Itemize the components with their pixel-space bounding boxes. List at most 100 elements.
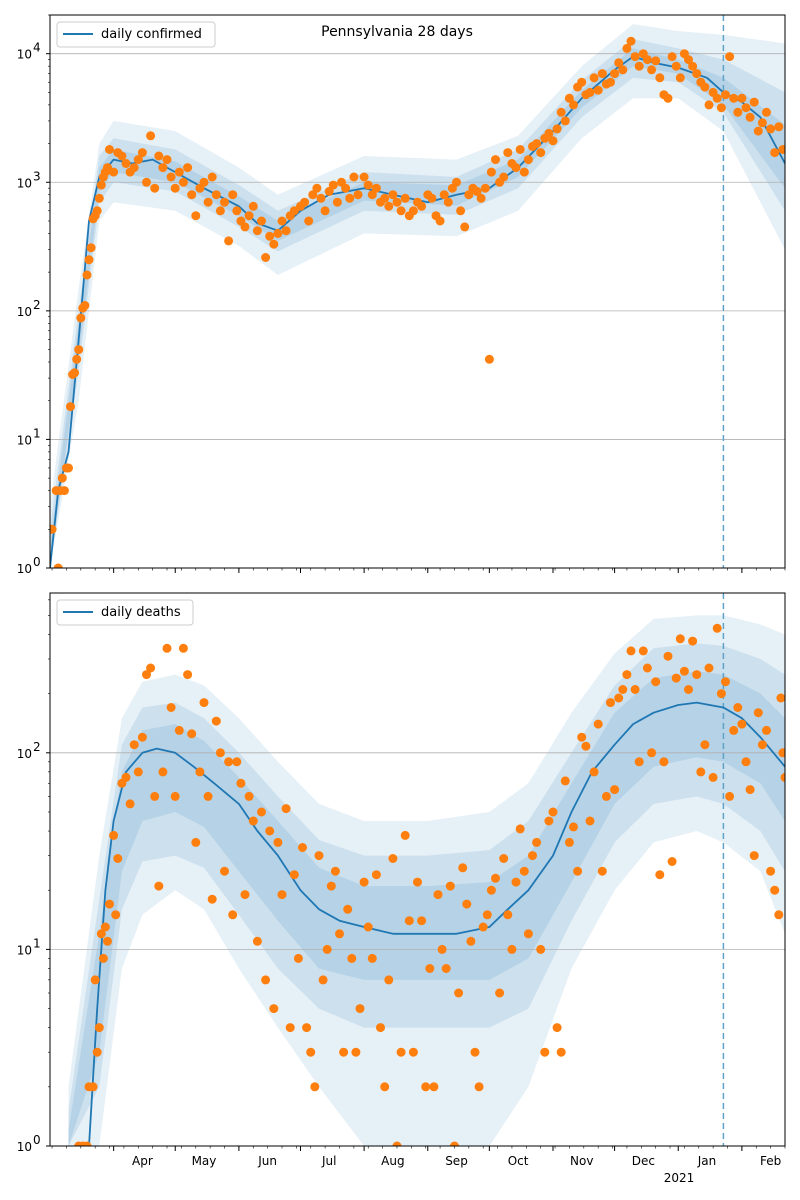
observed-point: [178, 643, 188, 653]
observed-point: [92, 206, 102, 216]
deaths-observed-points: [74, 623, 785, 1146]
x-tick-label: Nov: [570, 1154, 593, 1168]
observed-point: [158, 163, 168, 173]
confirmed-x-ticks: [51, 568, 786, 573]
observed-point: [484, 354, 494, 364]
observed-point: [507, 944, 517, 954]
observed-point: [634, 757, 644, 767]
observed-point: [335, 929, 344, 939]
observed-point: [281, 804, 291, 814]
observed-point: [207, 894, 217, 904]
observed-point: [248, 201, 258, 211]
observed-point: [634, 61, 644, 71]
observed-point: [53, 563, 63, 568]
observed-point: [146, 663, 156, 673]
observed-point: [606, 77, 615, 87]
observed-point: [519, 167, 529, 177]
observed-point: [466, 936, 476, 946]
observed-point: [450, 1141, 459, 1146]
band-outer: [50, 24, 785, 568]
observed-point: [532, 139, 542, 149]
observed-point: [285, 1023, 295, 1033]
observed-point: [351, 1047, 361, 1057]
observed-point: [540, 1047, 550, 1057]
observed-point: [429, 1082, 439, 1092]
y-tick-exponent: 2: [33, 740, 41, 754]
observed-point: [745, 785, 755, 795]
observed-point: [585, 87, 595, 97]
observed-point: [408, 1047, 418, 1057]
observed-point: [70, 368, 80, 378]
observed-point: [203, 791, 213, 801]
observed-point: [757, 740, 767, 750]
observed-point: [158, 767, 168, 777]
observed-point: [316, 193, 326, 203]
observed-point: [737, 719, 747, 729]
observed-point: [170, 183, 180, 193]
confirmed-gridlines: [50, 53, 785, 440]
observed-point: [532, 837, 542, 847]
observed-point: [400, 193, 410, 203]
observed-point: [195, 767, 205, 777]
observed-point: [523, 929, 533, 939]
observed-point: [367, 190, 377, 200]
observed-point: [82, 270, 92, 280]
observed-point: [349, 172, 359, 182]
deaths-uncertainty-bands: [68, 615, 785, 1146]
observed-point: [622, 43, 632, 53]
observed-point: [94, 1023, 104, 1033]
observed-point: [762, 725, 771, 735]
observed-point: [671, 61, 681, 71]
y-tick-label: 10: [17, 943, 32, 957]
observed-point: [491, 155, 500, 165]
observed-point: [72, 354, 82, 364]
observed-point: [638, 646, 648, 656]
y-tick-exponent: 3: [33, 169, 41, 183]
x-tick-label: Jul: [321, 1154, 336, 1168]
observed-point: [417, 916, 427, 926]
observed-point: [503, 148, 513, 158]
observed-point: [462, 899, 472, 909]
observed-point: [174, 725, 184, 735]
deaths-legend: daily deaths: [56, 599, 194, 626]
observed-point: [556, 107, 566, 117]
observed-point: [778, 748, 785, 758]
observed-point: [133, 767, 143, 777]
observed-point: [564, 837, 574, 847]
observed-point: [215, 748, 225, 758]
confirmed-legend-label: daily confirmed: [101, 27, 202, 42]
observed-point: [486, 885, 496, 895]
y-tick-label: 10: [17, 305, 32, 319]
band-outer: [68, 615, 785, 1146]
observed-point: [80, 301, 90, 310]
observed-point: [528, 851, 537, 861]
observed-point: [50, 524, 57, 534]
observed-point: [659, 757, 669, 767]
observed-point: [716, 103, 726, 113]
observed-point: [700, 82, 710, 92]
x-tick-label: Aug: [381, 1154, 404, 1168]
observed-point: [421, 1082, 431, 1092]
observed-point: [224, 236, 234, 246]
observed-point: [577, 77, 587, 87]
observed-point: [626, 36, 636, 46]
observed-point: [610, 69, 620, 79]
observed-point: [289, 870, 299, 880]
observed-point: [105, 145, 114, 154]
band-middle: [68, 643, 785, 1146]
observed-point: [663, 93, 673, 103]
observed-point: [257, 216, 266, 226]
observed-point: [622, 670, 632, 680]
observed-point: [476, 193, 486, 203]
observed-point: [482, 910, 492, 920]
observed-point: [273, 837, 283, 847]
observed-point: [109, 167, 119, 177]
x-axis-year-label: 2021: [664, 1171, 695, 1185]
observed-point: [326, 881, 336, 891]
deaths-legend-box: [56, 599, 194, 626]
y-tick-label: 10: [17, 747, 32, 761]
observed-point: [178, 177, 188, 187]
observed-point: [671, 673, 681, 683]
